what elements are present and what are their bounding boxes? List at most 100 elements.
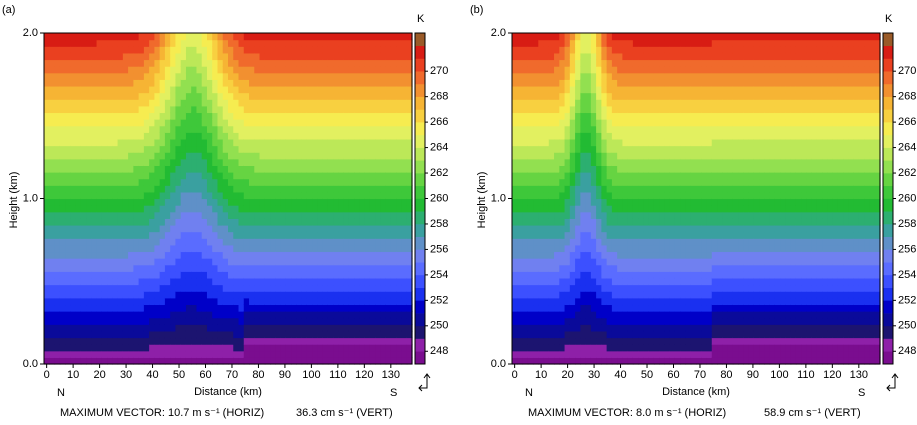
contour-cell [49, 52, 56, 61]
contour-cell [338, 105, 345, 114]
contour-cell [317, 85, 324, 94]
contour-cell [238, 224, 245, 233]
contour-cell [585, 350, 592, 358]
contour-cell [390, 350, 397, 358]
contour-cell [201, 125, 208, 133]
contour-cell [191, 284, 198, 292]
contour-cell [306, 191, 313, 200]
contour-cell [196, 244, 203, 253]
contour-cell [96, 39, 103, 47]
contour-cell [233, 92, 240, 100]
contour-cell [632, 92, 639, 100]
contour-cell [327, 350, 334, 358]
contour-cell [554, 218, 560, 226]
contour-cell [259, 344, 266, 352]
contour-cell [343, 39, 350, 47]
contour-cell [390, 224, 397, 233]
contour-cell [369, 99, 376, 107]
contour-cell [101, 324, 108, 332]
contour-cell [296, 330, 303, 339]
contour-cell [533, 344, 539, 352]
contour-cell [575, 85, 581, 94]
contour-cell [107, 311, 113, 319]
contour-cell [548, 344, 555, 352]
contour-cell [512, 224, 518, 233]
contour-cell [375, 105, 382, 114]
contour-cell [264, 185, 271, 193]
contour-cell [569, 158, 576, 166]
contour-cell [648, 39, 655, 47]
contour-cell [275, 119, 282, 127]
contour-cell [390, 218, 397, 226]
contour-cell [49, 218, 56, 226]
contour-cell [611, 357, 618, 365]
contour-cell [648, 251, 655, 259]
contour-cell [364, 297, 371, 306]
contour-cell [317, 165, 324, 173]
contour-cell [401, 112, 408, 120]
contour-cell [75, 304, 82, 312]
contour-cell [117, 178, 124, 186]
contour-cell [338, 271, 345, 279]
contour-cell [369, 46, 376, 54]
contour-cell [291, 337, 297, 345]
contour-cell [622, 105, 629, 114]
contour-cell [401, 304, 408, 312]
contour-cell [306, 72, 313, 80]
contour-cell [575, 99, 581, 107]
contour-cell [385, 304, 392, 312]
contour-cell [375, 125, 382, 133]
contour-cell [159, 258, 166, 266]
contour-cell [380, 198, 387, 206]
contour-cell [107, 99, 113, 107]
contour-cell [312, 59, 318, 67]
contour-cell [201, 99, 208, 107]
contour-cell [275, 238, 282, 246]
contour-cell [575, 344, 581, 352]
contour-cell [611, 185, 618, 193]
contour-cell [585, 92, 592, 100]
x-axis-label: Distance (km) [194, 386, 262, 398]
contour-cell [538, 105, 545, 114]
contour-cell [406, 185, 413, 193]
contour-cell [585, 138, 592, 147]
contour-cell [627, 238, 634, 246]
contour-cell [338, 59, 345, 67]
contour-cell [338, 277, 345, 286]
contour-cell [401, 72, 408, 80]
contour-cell [180, 46, 187, 54]
contour-cell [301, 125, 308, 133]
contour-cell [185, 46, 192, 54]
contour-cell [322, 119, 329, 127]
contour-cell [653, 337, 660, 345]
contour-cell [222, 165, 229, 173]
contour-cell [243, 132, 250, 140]
contour-cell [543, 297, 550, 306]
contour-cell [580, 178, 587, 186]
contour-cell [270, 112, 276, 120]
contour-cell [143, 112, 150, 120]
contour-cell [180, 291, 187, 299]
contour-cell [575, 211, 581, 219]
contour-cell [554, 79, 560, 87]
contour-cell [380, 324, 387, 332]
contour-cell [149, 198, 155, 206]
contour-cell [296, 231, 303, 239]
contour-cell [285, 191, 292, 200]
contour-cell [117, 112, 124, 120]
contour-cell [401, 191, 408, 200]
contour-cell [327, 66, 334, 74]
contour-cell [185, 205, 192, 213]
contour-cell [291, 125, 297, 133]
contour-cell [96, 344, 103, 352]
contour-cell [390, 238, 397, 246]
contour-cell [112, 211, 119, 219]
contour-cell [638, 185, 645, 193]
contour-cell [91, 85, 98, 94]
contour-cell [249, 105, 255, 114]
contour-cell [333, 59, 339, 67]
contour-cell [180, 191, 187, 200]
contour-cell [338, 138, 345, 147]
contour-cell [128, 119, 134, 127]
contour-cell [585, 258, 592, 266]
